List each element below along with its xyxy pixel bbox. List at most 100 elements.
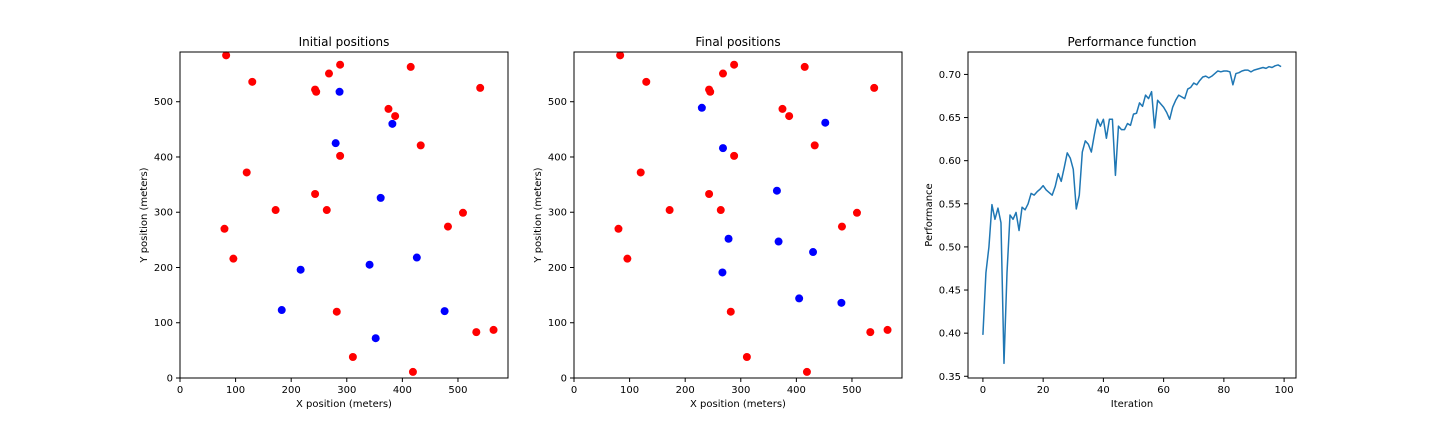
- blue-point: [365, 260, 374, 269]
- red-point: [332, 307, 341, 316]
- red-point: [220, 224, 229, 233]
- x-tick-label: 20: [1037, 385, 1050, 396]
- blue-point: [335, 87, 344, 96]
- plot-frame: [573, 51, 903, 379]
- chart-panel-performance: 0 20 40 60 80 100 0.35 0.40 0.45 0.50 0.55 0.60 0.65…: [924, 35, 1297, 410]
- x-tick-label: 0: [177, 385, 183, 396]
- red-point: [311, 190, 320, 198]
- red-point: [852, 208, 861, 217]
- red-point: [810, 141, 819, 150]
- x-tick-label: 500: [842, 385, 861, 396]
- red-point: [785, 112, 794, 121]
- red-point: [391, 112, 400, 121]
- blue-point: [809, 248, 818, 257]
- plot-frame: [967, 51, 1297, 379]
- x-tick-label: 200: [282, 385, 301, 396]
- blue-point: [772, 186, 781, 195]
- y-tick-label: 0.65: [939, 113, 961, 124]
- y-tick-label: 100: [154, 318, 173, 329]
- red-point: [742, 353, 751, 361]
- y-tick-label: 0.45: [939, 286, 961, 297]
- red-point: [778, 104, 787, 113]
- x-axis-label: X position (meters): [296, 399, 392, 410]
- y-tick-label: 0.40: [939, 329, 961, 340]
- y-tick-label: 0.70: [939, 70, 961, 81]
- blue-point: [331, 139, 340, 148]
- blue-point: [371, 334, 380, 343]
- x-axis-label: Iteration: [1111, 399, 1153, 410]
- chart-title: Final positions: [695, 35, 780, 49]
- red-point: [242, 168, 251, 177]
- y-tick-label: 300: [548, 208, 567, 219]
- x-tick-label: 0: [980, 385, 986, 396]
- red-point: [406, 62, 415, 71]
- red-point: [706, 87, 715, 96]
- red-point: [348, 353, 357, 361]
- y-axis-label: Y position (meters): [533, 167, 544, 263]
- x-tick-label: 300: [337, 385, 356, 396]
- blue-point: [724, 234, 733, 243]
- red-point: [837, 222, 846, 231]
- blue-point: [795, 294, 804, 303]
- red-point: [636, 168, 645, 177]
- x-tick-label: 100: [620, 385, 639, 396]
- red-point: [489, 325, 498, 334]
- red-point: [312, 87, 321, 96]
- y-axis-label: Y position (meters): [139, 167, 150, 263]
- red-point: [665, 206, 674, 215]
- blue-point: [277, 306, 286, 315]
- x-tick-label: 100: [1275, 385, 1294, 396]
- red-point: [476, 83, 485, 92]
- blue-point: [774, 237, 783, 246]
- x-tick-label: 40: [1097, 385, 1110, 396]
- chart-title: Initial positions: [299, 35, 390, 49]
- x-tick-label: 80: [1217, 385, 1230, 396]
- x-tick-label: 400: [787, 385, 806, 396]
- red-point: [384, 104, 393, 113]
- red-point: [870, 83, 879, 92]
- y-tick-label: 400: [154, 152, 173, 163]
- red-point: [730, 151, 739, 160]
- red-point: [883, 325, 892, 334]
- blue-point: [440, 307, 449, 316]
- blue-point: [697, 103, 706, 112]
- red-point: [336, 60, 345, 69]
- red-point: [623, 254, 632, 263]
- x-tick-label: 0: [571, 385, 577, 396]
- red-point: [248, 77, 257, 86]
- red-point: [726, 307, 735, 316]
- y-tick-label: 0.35: [939, 372, 961, 383]
- blue-point: [821, 118, 830, 127]
- x-tick-label: 60: [1157, 385, 1170, 396]
- y-tick-label: 0: [561, 374, 567, 385]
- red-point: [322, 206, 331, 215]
- y-tick-label: 0.60: [939, 156, 961, 167]
- red-point: [802, 367, 811, 376]
- y-tick-label: 200: [548, 263, 567, 274]
- x-axis-label: X position (meters): [690, 399, 786, 410]
- blue-point: [718, 144, 727, 153]
- red-point: [324, 69, 333, 78]
- red-point: [271, 206, 280, 215]
- x-tick-label: 100: [226, 385, 245, 396]
- x-tick-label: 300: [731, 385, 750, 396]
- red-point: [616, 51, 625, 60]
- chart-title: Performance function: [1068, 35, 1197, 49]
- red-point: [416, 141, 425, 150]
- y-tick-label: 300: [154, 208, 173, 219]
- red-point: [642, 77, 651, 86]
- y-tick-label: 0.55: [939, 199, 961, 210]
- y-axis-label: Performance: [924, 183, 935, 246]
- red-point: [614, 224, 623, 233]
- y-tick-label: 500: [154, 97, 173, 108]
- x-tick-label: 500: [448, 385, 467, 396]
- red-point: [800, 62, 809, 71]
- blue-point: [837, 298, 846, 307]
- red-point: [705, 190, 714, 198]
- red-point: [730, 60, 739, 69]
- y-tick-label: 400: [548, 152, 567, 163]
- y-tick-label: 0.50: [939, 242, 961, 253]
- blue-point: [376, 193, 385, 202]
- red-point: [472, 328, 481, 337]
